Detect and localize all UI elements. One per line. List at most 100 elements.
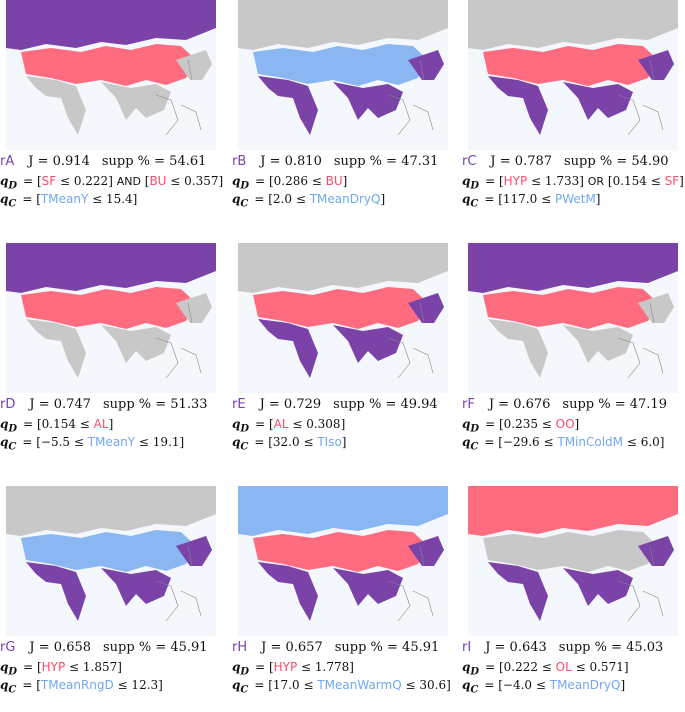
region-map xyxy=(238,0,448,150)
logic-operator: AND xyxy=(116,175,141,188)
query-text: ≤ 1.778] xyxy=(297,660,354,674)
stats-line: rB J = 0.810 supp % = 47.31 xyxy=(232,154,450,169)
query-text: [ xyxy=(498,174,504,188)
query-c: qC = [TMeanY ≤ 15.4] xyxy=(0,192,138,210)
query-text: ≤ 1.733] xyxy=(527,174,588,188)
query-c-label: qC xyxy=(0,678,17,696)
query-text: [ xyxy=(36,174,42,188)
climate-variable: TMeanDryQ xyxy=(549,678,621,692)
query-c-label: qC xyxy=(462,192,479,210)
redescription-panel: rA J = 0.914 supp % = 54.61 qD = [SF ≤ 0.222… xyxy=(0,0,225,226)
region-map xyxy=(468,243,678,393)
query-d-label: qD xyxy=(0,660,18,678)
query-d: qD = [AL ≤ 0.308] xyxy=(232,417,346,435)
climate-variable: TIso xyxy=(317,435,342,449)
query-text: ] xyxy=(341,435,347,449)
query-c: qC = [117.0 ≤ PWetM] xyxy=(462,192,601,210)
jaccard-value: J = 0.787 xyxy=(490,154,553,169)
redescription-id: rG xyxy=(0,640,16,655)
query-text: [−5.5 ≤ xyxy=(36,435,88,449)
stats-line: rD J = 0.747 supp % = 51.33 xyxy=(0,397,220,412)
query-d-label: qD xyxy=(0,417,18,435)
query-c-label: qC xyxy=(232,192,249,210)
support-value: supp % = 51.33 xyxy=(102,397,208,412)
redescription-id: rA xyxy=(0,154,15,169)
query-d: qD = [0.235 ≤ OO] xyxy=(462,417,580,435)
query-text: [ xyxy=(268,660,274,674)
jaccard-value: J = 0.914 xyxy=(28,154,90,169)
query-c-label: qC xyxy=(232,435,249,453)
jaccard-value: J = 0.810 xyxy=(260,154,322,169)
descriptor-variable: HYP xyxy=(273,660,298,674)
query-d-label: qD xyxy=(232,417,250,435)
query-c: qC = [−4.0 ≤ TMeanDryQ] xyxy=(462,678,626,696)
region-map xyxy=(468,486,678,636)
climate-variable: TMeanY xyxy=(40,192,89,206)
query-text: ] xyxy=(342,174,348,188)
descriptor-variable: OL xyxy=(555,660,572,674)
stats-line: rG J = 0.658 supp % = 45.91 xyxy=(0,640,220,655)
query-text: [2.0 ≤ xyxy=(268,192,310,206)
jaccard-value: J = 0.658 xyxy=(29,640,92,655)
query-c: qC = [32.0 ≤ TIso] xyxy=(232,435,347,453)
query-c: qC = [17.0 ≤ TMeanWarmQ ≤ 30.6] xyxy=(232,678,451,696)
support-value: supp % = 45.91 xyxy=(334,640,440,655)
query-d: qD = [SF ≤ 0.222] AND [BU ≤ 0.357] xyxy=(0,174,224,192)
descriptor-variable: SF xyxy=(664,174,680,188)
redescription-id: rC xyxy=(462,154,477,169)
query-text: ] xyxy=(679,174,684,188)
redescription-id: rE xyxy=(232,397,246,412)
descriptor-variable: HYP xyxy=(503,174,528,188)
descriptor-variable: OO xyxy=(555,417,575,431)
query-c-label: qC xyxy=(232,678,249,696)
redescription-panel: rC J = 0.787 supp % = 54.90 qD = [HYP ≤ 1.73… xyxy=(462,0,685,226)
query-d: qD = [HYP ≤ 1.778] xyxy=(232,660,354,678)
query-text: [0.154 ≤ xyxy=(604,174,665,188)
stats-line: rE J = 0.729 supp % = 49.94 xyxy=(232,397,450,412)
region-map xyxy=(6,0,216,150)
query-text: ≤ 0.571] xyxy=(571,660,629,674)
logic-operator: OR xyxy=(587,175,605,188)
query-d: qD = [0.222 ≤ OL ≤ 0.571] xyxy=(462,660,629,678)
redescription-id: rI xyxy=(462,640,472,655)
query-text: ] xyxy=(595,192,601,206)
query-c: qC = [−5.5 ≤ TMeanY ≤ 19.1] xyxy=(0,435,185,453)
support-value: supp % = 47.19 xyxy=(562,397,667,412)
query-d-label: qD xyxy=(462,417,480,435)
support-value: supp % = 47.31 xyxy=(333,154,439,169)
descriptor-variable: SF xyxy=(41,174,57,188)
query-d-label: qD xyxy=(462,660,480,678)
query-c-label: qC xyxy=(462,678,479,696)
query-c-label: qC xyxy=(0,192,17,210)
region-map xyxy=(6,486,216,636)
redescription-id: rB xyxy=(232,154,247,169)
stats-line: rA J = 0.914 supp % = 54.61 xyxy=(0,154,218,169)
descriptor-variable: AL xyxy=(93,417,109,431)
jaccard-value: J = 0.643 xyxy=(485,640,547,655)
query-d-label: qD xyxy=(0,174,18,192)
query-text: [ xyxy=(36,678,41,692)
query-text: ] xyxy=(620,678,626,692)
query-text: [0.154 ≤ xyxy=(36,417,94,431)
redescription-panel: rD J = 0.747 supp % = 51.33 qD = [0.154 ≤ AL… xyxy=(0,243,225,469)
query-text: [117.0 ≤ xyxy=(498,192,555,206)
redescription-panel: rE J = 0.729 supp % = 49.94 qD = [AL ≤ 0.308… xyxy=(232,243,457,469)
support-value: supp % = 45.03 xyxy=(558,640,664,655)
query-text: ≤ 6.0] xyxy=(623,435,665,449)
support-value: supp % = 49.94 xyxy=(333,397,438,412)
jaccard-value: J = 0.747 xyxy=(29,397,91,412)
jaccard-value: J = 0.657 xyxy=(261,640,323,655)
query-d: qD = [0.154 ≤ AL] xyxy=(0,417,114,435)
query-text: [ xyxy=(268,417,274,431)
redescription-panel: rB J = 0.810 supp % = 47.31 qD = [0.286 ≤ BU… xyxy=(232,0,457,226)
query-d: qD = [HYP ≤ 1.857] xyxy=(0,660,122,678)
query-text: ] xyxy=(380,192,386,206)
query-text: [ xyxy=(36,192,41,206)
descriptor-variable: BU xyxy=(149,174,167,188)
query-d-label: qD xyxy=(232,174,250,192)
query-text: [ xyxy=(36,660,42,674)
query-text: [17.0 ≤ xyxy=(268,678,318,692)
climate-variable: PWetM xyxy=(554,192,596,206)
redescription-id: rF xyxy=(462,397,475,412)
jaccard-value: J = 0.729 xyxy=(259,397,322,412)
